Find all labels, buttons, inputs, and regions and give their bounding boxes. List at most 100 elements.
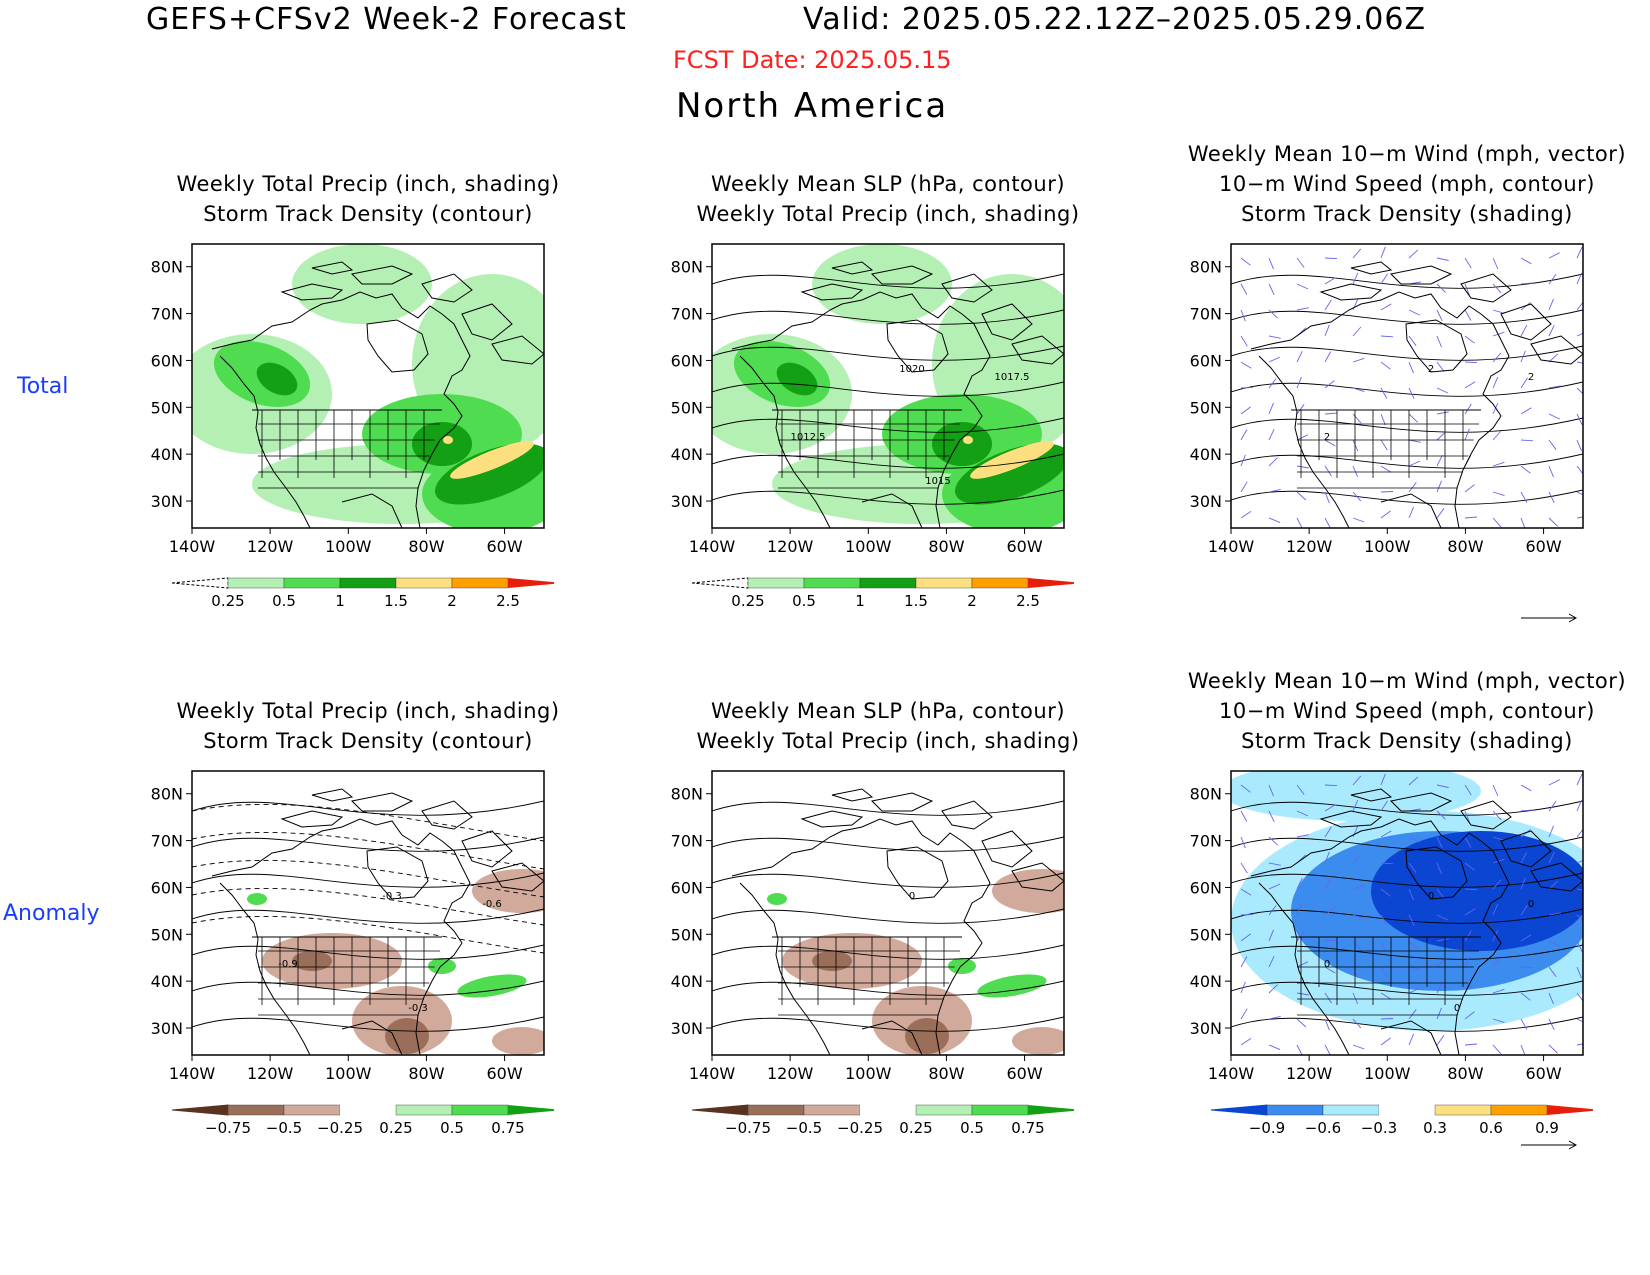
lat-label: 70N — [1190, 305, 1222, 324]
wind-vector — [1492, 879, 1502, 890]
wind-vector — [1352, 775, 1362, 786]
wind-vector — [1380, 1018, 1394, 1020]
wind-vector — [1492, 309, 1505, 314]
wind-vector — [1296, 784, 1305, 795]
colorbar-cell — [1379, 1105, 1435, 1115]
coastline — [870, 792, 934, 812]
wind-vector — [1380, 510, 1391, 519]
wind-vector — [1324, 380, 1335, 389]
lat-label: 30N — [671, 1019, 703, 1038]
anomaly-shade-wet — [767, 893, 787, 905]
contour-line — [712, 309, 1064, 325]
colorbar-cell — [915, 577, 973, 589]
wind-vector — [1324, 966, 1336, 974]
precip-shade-max — [450, 441, 534, 479]
colorbar-cell — [803, 577, 861, 589]
wind-vector — [1436, 508, 1445, 519]
lat-label: 50N — [671, 925, 703, 944]
panel-title-line: Weekly Total Precip (inch, shading) — [176, 172, 560, 196]
wind-vector — [1380, 491, 1394, 493]
wind-vector — [1352, 272, 1359, 285]
colorbar-arrow — [1028, 578, 1074, 588]
contour-line — [1231, 309, 1583, 325]
coastline — [1319, 283, 1383, 301]
wind-vector — [1408, 335, 1417, 346]
wind-vector — [1436, 283, 1446, 293]
wind-vector — [1464, 257, 1472, 269]
contour-label: 1012.5 — [791, 432, 826, 443]
colorbar-label: 0.5 — [960, 1119, 984, 1137]
contour-line — [1231, 345, 1583, 361]
lon-label: 120W — [767, 537, 814, 556]
wind-vector — [1464, 283, 1470, 296]
wind-vector — [1296, 351, 1303, 363]
wind-vector — [1408, 914, 1415, 926]
wind-vector — [1268, 309, 1279, 319]
wind-vector — [1268, 257, 1274, 270]
anomaly-shade-wet — [247, 893, 267, 905]
wind-vector — [1576, 272, 1583, 285]
anomaly-shade-dry — [1012, 1027, 1064, 1055]
contour-label: 2 — [1528, 372, 1534, 383]
wind-vector — [1380, 1037, 1391, 1046]
wind-reference-label: 10 — [1539, 1152, 1559, 1153]
wind-vector — [1548, 940, 1561, 947]
lat-label: 60N — [1190, 878, 1222, 897]
wind-vector — [1576, 465, 1583, 475]
lon-label: 100W — [325, 1064, 372, 1083]
lon-label: 120W — [1286, 1064, 1333, 1083]
wind-vector — [1296, 1044, 1303, 1055]
wind-vector — [1576, 992, 1583, 1002]
wind-vector — [1352, 1044, 1365, 1050]
lat-label: 70N — [151, 832, 183, 851]
wind-vector — [1380, 888, 1391, 897]
wind-vector — [1352, 439, 1359, 452]
map-panel-anom-precip: -0.3 -0.6 -0.9 -0.3 80N 70N 60N 50N 40N 30N 140W 12… — [151, 770, 554, 1137]
wind-vector — [1548, 992, 1554, 1005]
colorbar-label: −0.25 — [837, 1119, 883, 1137]
wind-vector — [1268, 378, 1277, 389]
wind-vector — [1380, 413, 1386, 426]
wind-vector — [1380, 940, 1386, 953]
map-frame — [1230, 770, 1584, 1056]
wind-vector — [1520, 992, 1531, 1001]
colorbar-label: 2.5 — [496, 592, 520, 610]
coastline — [1405, 846, 1468, 900]
contour-line — [192, 800, 544, 816]
wind-vector — [1492, 903, 1499, 916]
map-panel-total-wind: 2 2 2 80N 70N 60N 50N 40N 30N 140W 120W 100W 80W 60W 1… — [1190, 243, 1584, 626]
colorbar-cell — [915, 1104, 973, 1116]
wind-vector — [1492, 376, 1499, 389]
colorbar-cell — [340, 1105, 396, 1115]
wind-vector — [1464, 361, 1478, 364]
coastline — [870, 265, 934, 285]
contour-line — [1231, 908, 1583, 924]
contour-line — [712, 273, 1064, 289]
lat-label: 60N — [1190, 351, 1222, 370]
colorbar-cell — [971, 1104, 1029, 1116]
colorbar-cell — [860, 1105, 916, 1115]
wind-vector — [1576, 773, 1583, 786]
precip-shade-max — [443, 436, 453, 444]
lat-label: 60N — [151, 878, 183, 897]
coastline — [886, 319, 949, 373]
coastline — [350, 792, 414, 812]
wind-vector — [1576, 828, 1583, 838]
wind-vector — [1548, 465, 1554, 478]
precip-shade-heavy — [435, 443, 544, 505]
lat-label: 70N — [671, 832, 703, 851]
contour-line — [1231, 800, 1583, 816]
contour-label: 1015 — [925, 476, 950, 487]
contour-line — [1231, 836, 1583, 852]
wind-vector — [1408, 460, 1421, 467]
map-frame — [1230, 243, 1584, 529]
wind-vector — [1268, 1015, 1281, 1020]
lon-label: 60W — [1006, 1064, 1042, 1083]
anomaly-shade-wet — [977, 974, 1047, 998]
wind-vector — [1464, 335, 1475, 344]
lat-label: 40N — [1190, 445, 1222, 464]
wind-vector — [1296, 465, 1309, 469]
wind-vector — [1492, 1018, 1505, 1024]
wind-vector — [1520, 852, 1528, 864]
coastline — [280, 810, 344, 828]
